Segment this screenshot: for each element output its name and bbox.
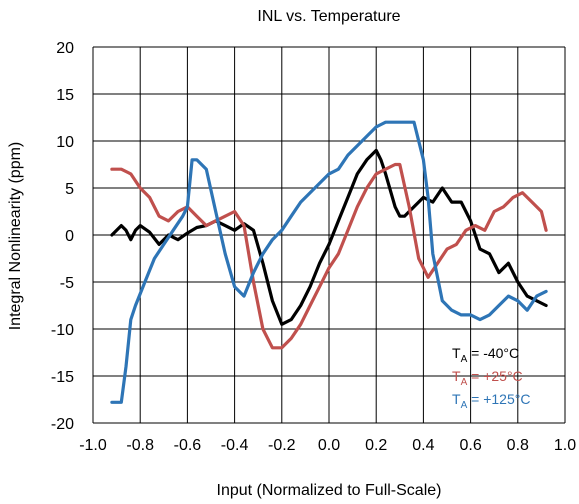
x-tick-label: -0.4 <box>221 437 249 454</box>
x-tick-label: -0.8 <box>126 437 154 454</box>
x-tick-label: -1.0 <box>79 437 107 454</box>
x-tick-label: 0.2 <box>365 437 387 454</box>
y-axis-label: Integral Nonlinearity (ppm) <box>7 142 24 331</box>
legend-entry-0: TA = -40°C <box>452 345 519 365</box>
y-tick-label: 10 <box>56 134 74 151</box>
x-tick-label: 0.8 <box>507 437 529 454</box>
series-line-2 <box>110 120 548 404</box>
series-line-0 <box>110 148 548 326</box>
x-axis-label: Input (Normalized to Full-Scale) <box>217 482 442 499</box>
series-lines <box>110 120 548 404</box>
x-tick-label: 0.0 <box>318 437 340 454</box>
legend: TA = -40°C TA = +25°C TA = +125°C <box>452 345 530 411</box>
y-tick-label: 20 <box>56 40 74 57</box>
chart-title: INL vs. Temperature <box>257 8 400 25</box>
x-tick-label: 1.0 <box>554 437 576 454</box>
y-tick-label: 5 <box>65 181 74 198</box>
x-tick-label: -0.2 <box>268 437 296 454</box>
x-tick-label: 0.4 <box>412 437 434 454</box>
legend-entry-2: TA = +125°C <box>452 391 530 411</box>
x-tick-label: 0.6 <box>459 437 481 454</box>
y-tick-label: -5 <box>60 275 74 292</box>
y-tick-label: 15 <box>56 87 74 104</box>
y-tick-labels: 20 15 10 5 0 -5 -10 -15 -20 <box>51 40 74 433</box>
y-tick-label: -10 <box>51 322 74 339</box>
y-tick-label: 0 <box>65 228 74 245</box>
legend-entry-1: TA = +25°C <box>452 368 523 388</box>
y-tick-label: -20 <box>51 416 74 433</box>
x-tick-labels: -1.0 -0.8 -0.6 -0.4 -0.2 0.0 0.2 0.4 0.6 0.8 1.0 <box>79 437 576 454</box>
y-tick-label: -15 <box>51 369 74 386</box>
plot-grid <box>92 46 566 424</box>
x-tick-label: -0.6 <box>174 437 202 454</box>
